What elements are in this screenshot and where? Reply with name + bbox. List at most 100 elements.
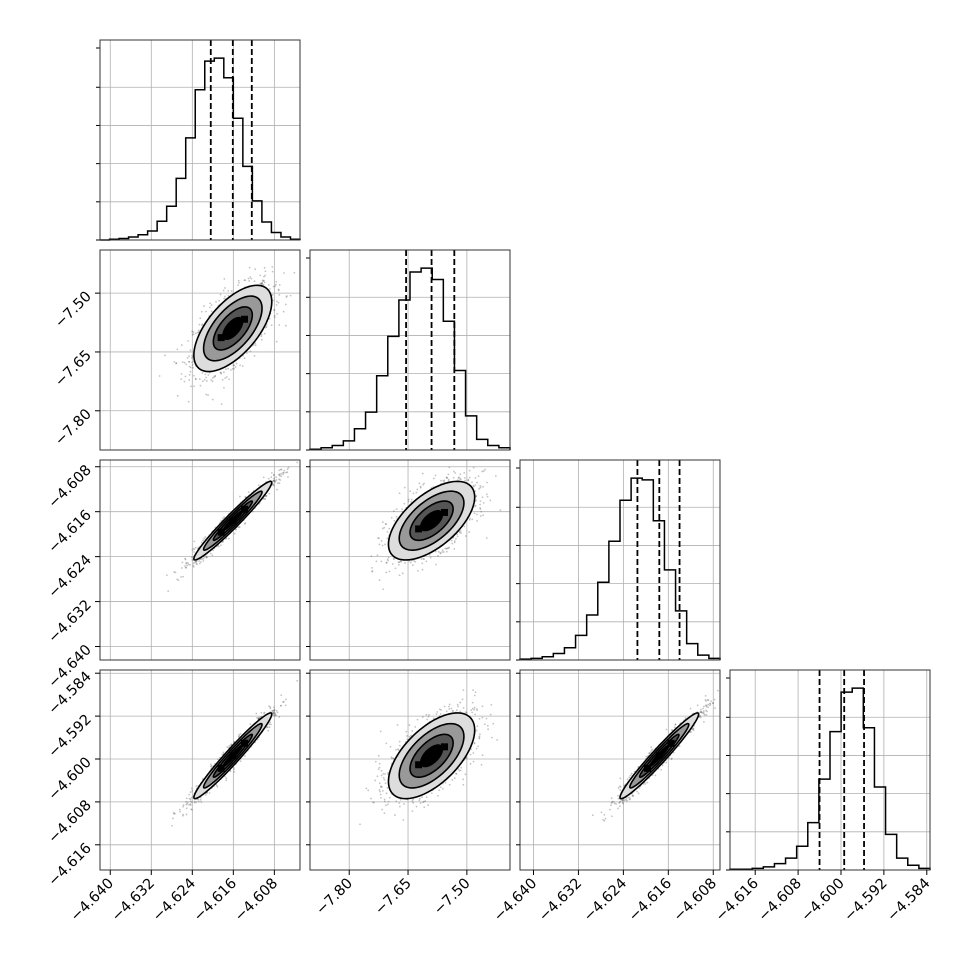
sample-point [223,297,226,300]
sample-point [180,344,183,346]
sample-point [408,724,411,726]
sample-point [188,365,191,368]
panel-frame [99,669,301,871]
sample-point [238,733,241,736]
sample-point [398,744,401,747]
sample-point [648,752,651,755]
sample-point [201,558,203,561]
sample-point [184,558,187,561]
x-tick-label: −4.608 [756,876,805,925]
sample-point [293,271,296,274]
sample-point [469,753,472,756]
contour-line-2 [212,306,254,351]
sample-point [192,562,195,565]
sample-point [472,752,475,754]
contour-line-0 [387,712,476,800]
sample-point [618,785,621,788]
sample-point [222,371,225,374]
x-tick-label: −4.608 [232,876,281,925]
sample-point [188,360,191,363]
sample-point [468,531,471,533]
sample-point [215,301,217,303]
sample-point [415,491,418,494]
sample-point [453,540,456,542]
sample-point [183,361,186,364]
sample-point [191,559,194,561]
sample-point [216,785,219,788]
sample-point [401,508,403,511]
sample-point [649,751,652,753]
sample-point [484,468,486,471]
sample-point [374,779,377,782]
sample-point [190,787,193,790]
sample-point [272,479,275,482]
sample-point [271,293,274,296]
sample-point [610,797,613,800]
sample-point [479,515,482,517]
sample-point [282,471,284,474]
sample-point [233,770,236,773]
hist-panel-1 [306,249,511,451]
sample-point [463,471,466,474]
sample-point [195,562,198,565]
sample-point [479,508,482,510]
sample-point [265,494,268,497]
density-cell-2 [441,743,449,751]
sample-point [386,773,389,775]
sample-point [282,473,284,476]
sample-point [250,277,253,280]
sample-point [180,576,182,578]
sample-point [233,532,236,535]
sample-point [272,711,275,714]
sample-point [406,738,409,741]
density-cell-1 [428,517,436,525]
sample-point [469,762,472,765]
sample-point [459,710,462,713]
sample-point [629,774,632,777]
sample-point [393,558,395,560]
sample-point [185,797,188,800]
sample-point [186,562,189,564]
sample-point [200,310,203,313]
sample-point [237,736,240,738]
sample-point [625,798,628,801]
density-cell-2 [441,508,449,516]
sample-point [420,558,423,560]
sample-point [397,749,400,752]
sample-point [185,561,188,564]
sample-point [273,708,276,711]
panel-frame [519,459,721,661]
sample-point [457,768,460,770]
sample-point [205,310,207,313]
sample-point [705,704,708,707]
sample-point [392,757,395,760]
sample-point [377,754,380,757]
sample-point [385,742,388,745]
sample-point [275,479,278,481]
sample-point [386,530,389,533]
sample-point [447,473,450,476]
sample-point [660,768,663,771]
sample-point [388,527,391,530]
sample-point [196,331,199,334]
sample-point [228,537,230,540]
sample-point [705,705,708,708]
sample-point [278,294,281,296]
sample-point [445,550,448,553]
sample-point [158,375,161,377]
sample-point [447,478,450,481]
sample-point [249,350,252,353]
sample-point [195,785,198,788]
sample-point [451,542,454,545]
sample-point [629,798,632,800]
sample-point [244,496,247,498]
sample-point [189,370,192,373]
sample-point [473,512,476,515]
sample-point [188,803,190,806]
sample-point [429,556,432,559]
sample-point [670,758,673,761]
sample-point [456,709,458,712]
sample-point [628,798,631,801]
sample-point [456,533,458,536]
sample-point [422,801,424,804]
